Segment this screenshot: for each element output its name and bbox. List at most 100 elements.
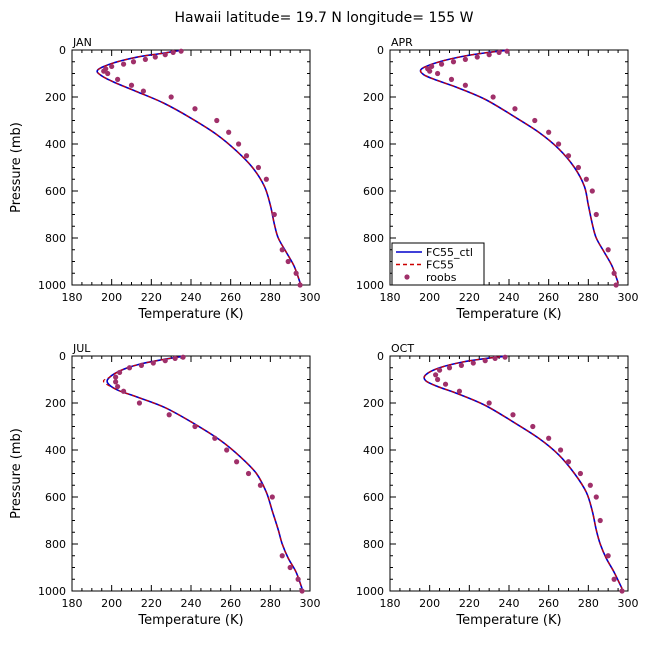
x-tick-label: 280: [260, 291, 281, 304]
x-tick-label: 220: [459, 291, 480, 304]
roobs-point: [170, 49, 176, 55]
y-tick-label: 800: [363, 538, 384, 551]
y-tick-label: 600: [45, 491, 66, 504]
roobs-point: [138, 362, 145, 368]
x-tick-label: 300: [618, 597, 639, 610]
roobs-point: [597, 517, 603, 524]
roobs-point: [162, 52, 168, 58]
roobs-point: [234, 459, 240, 465]
roobs-point: [448, 76, 455, 82]
y-tick-label: 200: [45, 91, 66, 104]
roobs-point: [152, 54, 158, 60]
roobs-point: [577, 470, 584, 477]
roobs-point: [587, 482, 593, 488]
legend-label: roobs: [426, 271, 457, 284]
x-tick-label: 280: [578, 291, 599, 304]
roobs-point: [299, 588, 305, 594]
roobs-point: [589, 188, 595, 194]
roobs-point: [446, 365, 453, 371]
panel-apr: 180 200 220 240 260 280 300 0 200 400 600 800 1000 AP…: [356, 36, 639, 322]
x-axis-label: Temperature (K): [137, 613, 243, 628]
roobs-point: [142, 56, 148, 63]
y-tick-label: 1000: [38, 279, 66, 292]
roobs-point: [212, 435, 218, 441]
x-tick-label: 220: [459, 597, 480, 610]
y-tick-label: 600: [363, 185, 384, 198]
roobs-point: [295, 576, 301, 582]
y-axis-label: Pressure (mb): [9, 122, 24, 213]
roobs-point: [136, 400, 143, 406]
x-tick-label: 300: [618, 291, 639, 304]
roobs-point: [593, 494, 599, 500]
roobs-point: [178, 48, 184, 54]
y-tick-label: 600: [45, 185, 66, 198]
panel-label-apr: APR: [391, 36, 413, 49]
panel-label-jan: JAN: [72, 36, 92, 49]
y-tick-label: 0: [59, 350, 66, 363]
roobs-point: [482, 358, 488, 364]
roobs-point: [271, 211, 277, 218]
roobs-point: [435, 376, 441, 383]
roobs-point: [293, 270, 299, 276]
plot-frame: [71, 49, 311, 286]
x-tick-label: 300: [300, 291, 321, 304]
roobs-point: [180, 354, 186, 360]
x-tick-label: 280: [260, 597, 281, 610]
y-tick-label: 1000: [356, 585, 384, 598]
y-tick-label: 800: [45, 538, 66, 551]
figure-title: Hawaii latitude= 19.7 N longitude= 155 W: [175, 10, 474, 26]
x-tick-label: 220: [141, 597, 162, 610]
roobs-point: [504, 48, 510, 54]
panel-oct: 180 200 220 240 260 280 300 0 200 400 600 800 1000 OC…: [356, 342, 639, 628]
roobs-point: [557, 447, 564, 453]
roobs-point: [456, 388, 463, 394]
roobs-point: [115, 76, 121, 82]
roobs-point: [613, 282, 619, 288]
x-tick-label: 180: [380, 291, 401, 304]
panel-jul: 180 200 220 240 260 280 300 0 200 400 600 800 1000 JU…: [9, 342, 321, 628]
y-tick-label: 400: [45, 444, 66, 457]
x-tick-label: 220: [141, 291, 162, 304]
series-line-fc55: [423, 355, 623, 589]
roobs-point: [257, 482, 264, 488]
plot-frame: [389, 355, 629, 592]
panel-label-oct: OCT: [391, 342, 414, 355]
roobs-point: [101, 68, 107, 74]
y-tick-label: 0: [377, 44, 384, 57]
panel-jan: 180 200 220 240 260 280 300 0 200 400 600 800 1000 JA…: [9, 36, 321, 322]
roobs-point: [162, 358, 168, 364]
x-tick-label: 260: [220, 291, 241, 304]
roobs-point: [140, 88, 146, 94]
roobs-point: [192, 106, 198, 112]
roobs-point: [583, 176, 589, 182]
roobs-point: [192, 423, 198, 430]
roobs-point: [619, 588, 625, 594]
roobs-point: [120, 61, 127, 67]
roobs-point: [510, 412, 516, 418]
y-tick-label: 200: [363, 397, 384, 410]
y-tick-label: 600: [363, 491, 384, 504]
roobs-point: [532, 117, 538, 124]
series-line-fc55: [102, 355, 303, 589]
roobs-point: [166, 412, 172, 418]
y-tick-label: 1000: [356, 279, 384, 292]
roobs-point: [269, 494, 275, 500]
x-axis-label: Temperature (K): [137, 307, 243, 322]
y-tick-label: 400: [45, 138, 66, 151]
series-line-fc55: [96, 49, 301, 283]
roobs-point: [255, 164, 262, 171]
x-tick-label: 260: [220, 597, 241, 610]
series-line-fc55-ctl: [423, 355, 623, 589]
roobs-point: [243, 153, 250, 159]
roobs-point: [105, 70, 111, 77]
roobs-point: [285, 258, 291, 265]
roobs-point: [512, 106, 518, 112]
x-tick-label: 180: [62, 291, 83, 304]
roobs-point: [109, 63, 115, 70]
roobs-point: [462, 56, 468, 63]
x-tick-label: 300: [300, 597, 321, 610]
y-tick-label: 0: [59, 44, 66, 57]
x-axis-label: Temperature (K): [455, 307, 561, 322]
plot-frame: [71, 355, 311, 592]
